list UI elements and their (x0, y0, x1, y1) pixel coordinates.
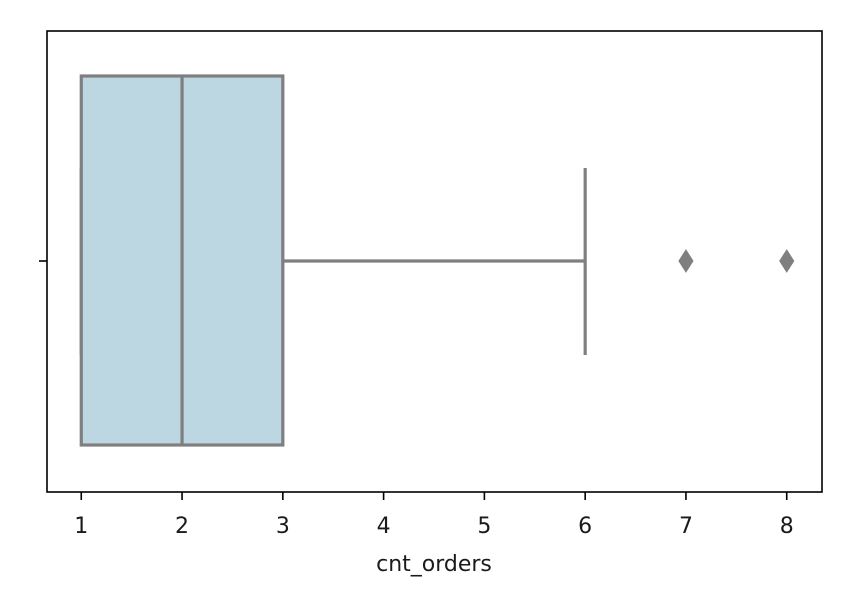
outlier-point (779, 249, 795, 273)
x-tick-label: 4 (377, 514, 391, 539)
x-axis-label: cnt_orders (376, 552, 492, 577)
x-tick-label: 7 (679, 514, 693, 539)
outlier-point (678, 249, 694, 273)
x-tick-label: 3 (276, 514, 290, 539)
x-tick-label: 5 (477, 514, 491, 539)
x-axis: 1 2 3 4 5 6 7 8 (74, 492, 794, 539)
box-plot-marks (79, 74, 795, 447)
x-tick-label: 2 (175, 514, 189, 539)
x-tick-label: 1 (74, 514, 88, 539)
x-tick-label: 6 (578, 514, 592, 539)
x-tick-label: 8 (780, 514, 794, 539)
